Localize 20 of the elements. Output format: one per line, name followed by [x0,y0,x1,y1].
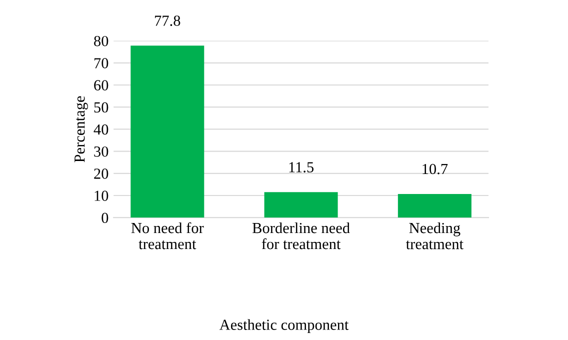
x-tick-label: No need for treatment [131,222,204,250]
y-tick-label: 10 [94,190,108,201]
data-label: 10.7 [422,164,448,174]
y-tick-label: 30 [94,146,108,157]
x-tick-label: Borderline need for treatment [252,222,350,250]
data-label: 11.5 [289,162,314,172]
bar [264,192,338,218]
y-axis-title: Percentage [74,96,88,162]
y-tick-label: 50 [94,102,108,113]
bar [398,194,472,218]
y-tick-label: 60 [94,80,108,90]
bar [130,46,204,218]
y-tick-label: 70 [94,58,108,68]
x-tick-label: Needing treatment [406,222,464,250]
y-tick-label: 40 [94,124,108,135]
data-label: 77.8 [155,16,180,26]
y-tick-label: 0 [102,212,108,224]
y-tick-label: 80 [94,36,108,46]
x-axis-title: Aesthetic component [219,319,349,334]
y-tick-label: 20 [94,168,108,179]
